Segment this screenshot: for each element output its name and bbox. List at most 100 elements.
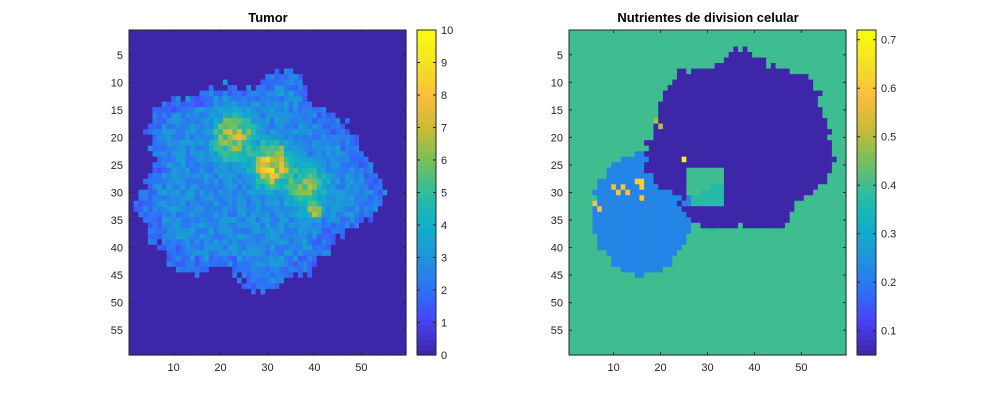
tumor-heatmap-cell xyxy=(246,255,252,262)
nutrientes-heatmap-cell xyxy=(700,107,706,114)
tumor-heatmap-cell xyxy=(401,310,407,318)
tumor-heatmap-cell xyxy=(143,310,149,318)
nutrientes-heatmap-cell xyxy=(578,74,584,81)
nutrientes-heatmap-cell xyxy=(569,101,575,108)
tumor-heatmap-cell xyxy=(227,299,233,307)
tumor-heatmap-cell xyxy=(143,343,149,351)
tumor-heatmap-cell xyxy=(171,189,177,196)
tumor-heatmap-cell xyxy=(241,195,247,202)
nutrientes-heatmap-cell xyxy=(794,112,800,119)
tumor-heatmap-cell xyxy=(321,206,327,213)
tumor-heatmap-cell xyxy=(382,233,388,240)
tumor-heatmap-cell xyxy=(213,85,219,92)
tumor-heatmap-cell xyxy=(298,145,304,152)
tumor-heatmap-cell xyxy=(293,283,299,290)
tumor-heatmap-cell xyxy=(185,195,191,202)
tumor-heatmap-cell xyxy=(227,200,233,207)
tumor-heatmap-cell xyxy=(269,321,276,329)
tumor-heatmap-cell xyxy=(330,316,337,323)
tumor-heatmap-cell xyxy=(368,107,374,114)
nutrientes-heatmap-cell xyxy=(644,151,650,158)
tumor-heatmap-cell xyxy=(180,272,186,279)
tumor-heatmap-cell xyxy=(246,222,252,229)
nutrientes-heatmap-cell xyxy=(756,151,763,158)
tumor-heatmap-cell xyxy=(185,332,191,340)
tumor-heatmap-cell xyxy=(194,112,201,119)
nutrientes-heatmap-cell xyxy=(733,74,739,81)
nutrientes-heatmap-cell xyxy=(742,123,748,130)
tumor-heatmap-cell xyxy=(316,90,323,97)
tumor-heatmap-cell xyxy=(213,46,219,53)
tumor-heatmap-cell xyxy=(260,134,266,141)
nutrientes-heatmap-cell xyxy=(803,145,810,152)
tumor-heatmap-cell xyxy=(251,277,257,284)
nutrientes-heatmap-cell xyxy=(700,68,706,75)
tumor-heatmap-cell xyxy=(166,316,172,323)
tumor-heatmap-cell xyxy=(204,338,210,345)
tumor-heatmap-cell xyxy=(157,217,163,224)
nutrientes-heatmap-cell xyxy=(705,74,711,81)
tumor-heatmap-cell xyxy=(307,332,313,340)
tumor-heatmap-cell xyxy=(133,96,139,103)
tumor-heatmap-cell xyxy=(175,85,182,92)
tumor-heatmap-cell xyxy=(321,167,327,174)
tumor-heatmap-cell xyxy=(251,107,257,114)
tumor-heatmap-cell xyxy=(204,277,210,284)
tumor-heatmap-cell xyxy=(138,211,144,218)
tumor-heatmap-cell xyxy=(349,305,355,312)
tumor-heatmap-cell xyxy=(344,96,351,103)
tumor-heatmap-cell xyxy=(236,162,243,169)
tumor-heatmap-cell xyxy=(260,272,266,279)
tumor-heatmap-cell xyxy=(129,305,135,312)
nutrientes-heatmap-cell xyxy=(775,46,781,53)
tumor-heatmap-cell xyxy=(265,140,271,147)
tumor-heatmap-cell xyxy=(354,90,360,97)
tumor-heatmap-cell xyxy=(368,162,374,169)
nutrientes-title: Nutrientes de division celular xyxy=(617,10,798,25)
tumor-heatmap-cell xyxy=(321,294,327,301)
nutrientes-heatmap-cell xyxy=(662,52,669,59)
nutrientes-heatmap-cell xyxy=(822,68,828,75)
nutrientes-heatmap-cell xyxy=(705,41,711,48)
tumor-heatmap-cell xyxy=(199,316,205,323)
tumor-heatmap-cell xyxy=(368,283,374,290)
tumor-heatmap-cell xyxy=(213,310,219,318)
tumor-heatmap-cell xyxy=(129,118,135,125)
nutrientes-heatmap-cell xyxy=(770,134,777,141)
tumor-heatmap-cell xyxy=(265,167,271,174)
tumor-heatmap-cell xyxy=(194,57,201,64)
nutrientes-heatmap-cell xyxy=(630,145,636,152)
tumor-heatmap-cell xyxy=(368,244,374,251)
nutrientes-heatmap-cell xyxy=(742,79,748,86)
tumor-heatmap-cell xyxy=(190,266,196,273)
nutrientes-heatmap-cell xyxy=(766,57,772,64)
tumor-heatmap-cell xyxy=(260,112,266,119)
nutrientes-heatmap-cell xyxy=(770,68,777,75)
nutrientes-heatmap-cell xyxy=(587,118,594,125)
tumor-heatmap-cell xyxy=(340,349,346,356)
nutrientes-heatmap-cell xyxy=(583,63,589,70)
tumor-heatmap-cell xyxy=(368,57,374,64)
nutrientes-heatmap-cell xyxy=(827,140,833,147)
tumor-heatmap-cell xyxy=(335,332,341,340)
tumor-heatmap-cell xyxy=(363,310,370,318)
nutrientes-heatmap-cell xyxy=(592,41,598,48)
tumor-heatmap-cell xyxy=(340,79,346,86)
tumor-heatmap-cell xyxy=(218,79,224,86)
tumor-heatmap-cell xyxy=(204,63,210,70)
tumor-heatmap-cell xyxy=(241,96,247,103)
tumor-heatmap-cell xyxy=(283,79,290,86)
tumor-heatmap-cell xyxy=(293,189,299,196)
tumor-heatmap-cell xyxy=(138,195,144,202)
tumor-heatmap-cell xyxy=(204,305,210,312)
tumor-heatmap-cell xyxy=(335,211,341,218)
nutrientes-heatmap-cell xyxy=(667,52,673,59)
nutrientes-heatmap-cell xyxy=(752,134,758,141)
tumor-heatmap-cell xyxy=(143,96,149,103)
tumor-heatmap-cell xyxy=(344,222,351,229)
tumor-heatmap-cell xyxy=(185,85,191,92)
tumor-heatmap-cell xyxy=(269,96,276,103)
tumor-heatmap-cell xyxy=(279,63,285,70)
tumor-heatmap-cell xyxy=(269,107,276,114)
tumor-colorbar-step xyxy=(417,192,436,199)
